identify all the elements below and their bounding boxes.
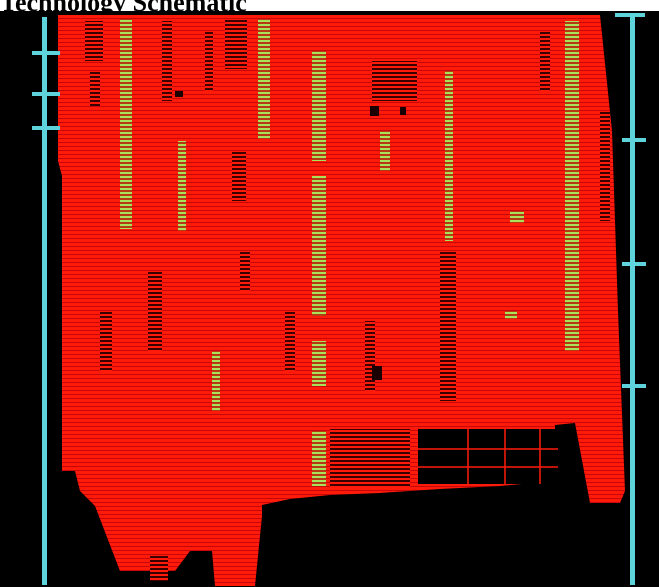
cell-column (232, 151, 246, 201)
rail-tick (32, 51, 60, 55)
cell-column (225, 19, 247, 69)
power-rail-right (630, 17, 635, 585)
cell-column (100, 311, 112, 371)
rail-tick (622, 138, 646, 142)
via-column (178, 141, 186, 231)
via-column (312, 176, 326, 316)
cell-column (90, 71, 100, 106)
via-square (175, 91, 183, 97)
macro-block-grid (418, 429, 558, 484)
cell-column (365, 321, 375, 391)
power-rail-cap (615, 13, 645, 17)
cell-column (162, 21, 172, 101)
cell-column (600, 111, 610, 221)
via-column (510, 211, 524, 223)
cell-column (148, 271, 162, 351)
cell-column (240, 251, 250, 291)
rail-tick (622, 262, 646, 266)
via-column (120, 19, 132, 229)
via-column (312, 341, 326, 386)
rail-tick (32, 92, 60, 96)
via-column (565, 21, 579, 351)
power-rail-left (42, 17, 47, 585)
via-square (400, 107, 406, 115)
cell-column (85, 21, 103, 61)
via-column (380, 131, 390, 171)
chip-layout-view (0, 11, 659, 587)
macro-block (418, 429, 558, 484)
via-column (258, 19, 270, 139)
rail-tick (32, 126, 60, 130)
cell-column (205, 31, 213, 91)
via-square (372, 366, 382, 380)
cell-column (440, 251, 456, 401)
macro-block-left (330, 429, 410, 487)
cell-column (285, 311, 295, 371)
cell-block (372, 61, 417, 101)
via-column (312, 51, 326, 161)
via-square (370, 106, 379, 116)
via-column (312, 431, 326, 486)
cell-column (540, 31, 550, 91)
via-column (505, 311, 517, 319)
via-column (445, 71, 453, 241)
cell-column (150, 556, 168, 581)
left-metal-strip (62, 171, 77, 471)
rail-tick (622, 384, 646, 388)
chip-layout-svg (0, 11, 659, 587)
via-column (212, 351, 220, 411)
